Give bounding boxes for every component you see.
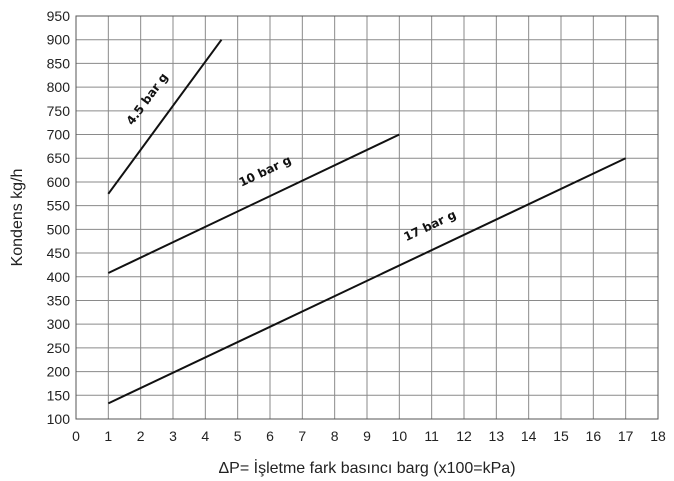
y-tick-label-11: 650 xyxy=(47,150,71,166)
x-tick-label-14: 14 xyxy=(521,428,537,444)
x-tick-label-9: 9 xyxy=(363,428,371,444)
y-tick-label-2: 200 xyxy=(47,364,71,380)
series-label-2: 17 bar g xyxy=(402,207,459,244)
x-tick-label-5: 5 xyxy=(234,428,242,444)
x-tick-label-13: 13 xyxy=(489,428,505,444)
x-tick-label-3: 3 xyxy=(169,428,177,444)
y-tick-label-0: 100 xyxy=(47,411,71,427)
series-line-2 xyxy=(107,157,627,405)
y-tick-label-14: 800 xyxy=(47,79,71,95)
y-tick-label-4: 300 xyxy=(47,316,71,332)
y-tick-label-10: 600 xyxy=(47,174,71,190)
y-tick-label-12: 700 xyxy=(47,127,71,143)
x-tick-label-0: 0 xyxy=(72,428,80,444)
y-tick-label-5: 350 xyxy=(47,292,71,308)
x-tick-label-15: 15 xyxy=(553,428,569,444)
y-axis-title: Kondens kg/h xyxy=(9,169,26,267)
x-tick-label-11: 11 xyxy=(424,428,439,444)
x-tick-label-2: 2 xyxy=(137,428,145,444)
tick-labels: 0 1 2 3 4 5 6 7 8 9 10 11 12 13 14 15 16 17 18100150200250… xyxy=(47,8,666,444)
x-tick-label-12: 12 xyxy=(456,428,472,444)
y-tick-label-1: 150 xyxy=(47,387,71,403)
y-tick-label-3: 250 xyxy=(47,340,71,356)
x-tick-label-4: 4 xyxy=(201,428,209,444)
x-tick-label-8: 8 xyxy=(331,428,339,444)
y-tick-label-13: 750 xyxy=(47,103,71,119)
series-labels: 4.5 bar g10 bar g17 bar g xyxy=(124,70,459,244)
y-tick-label-16: 900 xyxy=(47,32,71,48)
x-tick-label-6: 6 xyxy=(266,428,274,444)
x-tick-label-17: 17 xyxy=(618,428,634,444)
y-tick-label-17: 950 xyxy=(47,8,71,24)
y-tick-label-9: 550 xyxy=(47,198,71,214)
y-tick-label-7: 450 xyxy=(47,245,71,261)
grid xyxy=(75,15,659,420)
x-tick-label-16: 16 xyxy=(586,428,602,444)
y-tick-label-15: 850 xyxy=(47,55,71,71)
y-tick-label-8: 500 xyxy=(47,221,71,237)
series-lines xyxy=(107,39,627,405)
plot-frame xyxy=(75,15,659,420)
series-line-1 xyxy=(107,133,400,274)
x-axis-title: ΔP= İşletme fark basıncı barg (x100=kPa) xyxy=(218,458,515,477)
x-tick-label-1: 1 xyxy=(104,428,112,444)
x-tick-label-18: 18 xyxy=(650,428,666,444)
y-tick-label-6: 400 xyxy=(47,269,71,285)
series-line-0 xyxy=(107,39,223,195)
x-tick-label-7: 7 xyxy=(298,428,306,444)
x-tick-label-10: 10 xyxy=(392,428,408,444)
